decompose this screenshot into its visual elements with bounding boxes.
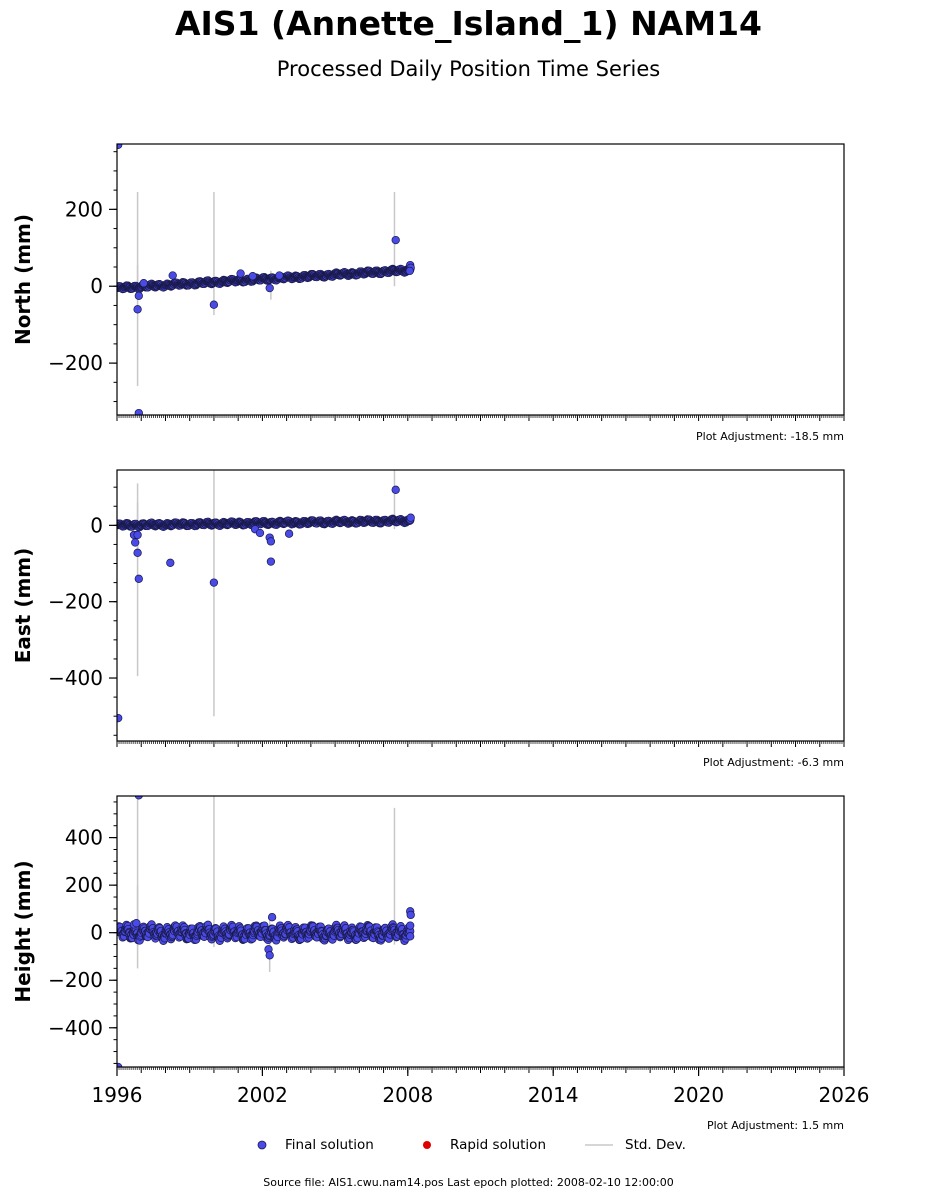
y-tick-label: 0 <box>90 513 103 537</box>
east-point <box>166 558 175 567</box>
rapid-solution-marker-icon <box>423 1141 431 1149</box>
x-tick-label: 2008 <box>382 1083 433 1107</box>
east-point <box>133 530 142 540</box>
height-point <box>267 913 277 922</box>
height-plot-adjustment: Plot Adjustment: 1.5 mm <box>707 1119 844 1132</box>
east-point <box>117 713 123 723</box>
north-point <box>236 269 245 278</box>
x-tick-label: 2002 <box>237 1083 288 1107</box>
east-point <box>406 513 415 522</box>
height-panel: 1996 2002 2008 2014 2020 2026 −400 −200 0 200 400 H… <box>11 795 870 1132</box>
east-point <box>284 529 294 538</box>
east-point <box>131 538 140 547</box>
std-dev-line-icon <box>585 1144 613 1146</box>
y-tick-label: −200 <box>48 351 103 375</box>
north-point <box>117 144 123 149</box>
x-tick-label: 1996 <box>92 1083 143 1107</box>
east-point <box>209 578 219 587</box>
final-solution-marker-icon <box>257 1140 267 1150</box>
x-tick-label: 2020 <box>673 1083 724 1107</box>
y-tick-label: −400 <box>48 1016 103 1040</box>
north-plot-area <box>117 144 415 415</box>
north-point <box>134 291 143 300</box>
height-y-axis-label: Height (mm) <box>11 860 35 1002</box>
north-point <box>134 408 143 415</box>
x-tick-label: 2026 <box>819 1083 870 1107</box>
height-plot-area <box>117 796 415 1067</box>
chart-title: AIS1 (Annette_Island_1) NAM14 <box>174 4 763 43</box>
north-point <box>391 235 400 245</box>
legend-final: Final solution <box>257 1137 374 1153</box>
height-point <box>134 796 143 800</box>
east-y-axis-label: East (mm) <box>11 548 35 664</box>
chart-subtitle: Processed Daily Position Time Series <box>276 57 661 81</box>
height-point <box>406 910 415 920</box>
source-footer: Source file: AIS1.cwu.nam14.pos Last epo… <box>263 1176 674 1189</box>
east-plot-adjustment: Plot Adjustment: -6.3 mm <box>703 756 844 769</box>
north-y-axis-label: North (mm) <box>11 214 35 345</box>
y-tick-label: −200 <box>48 590 103 614</box>
y-tick-label: −400 <box>48 666 103 690</box>
y-tick-label: 400 <box>65 826 103 850</box>
east-point <box>133 548 142 557</box>
north-panel: −200 0 200 North (mm) Plot Adjustment: -18.5… <box>11 143 845 443</box>
east-axes-frame <box>116 469 845 742</box>
east-plot-area <box>117 470 415 723</box>
legend-std-label: Std. Dev. <box>625 1137 686 1153</box>
legend-rapid-label: Rapid solution <box>450 1137 546 1153</box>
y-tick-label: −200 <box>48 968 103 992</box>
north-point <box>265 283 274 293</box>
height-point <box>406 932 415 941</box>
legend-std: Std. Dev. <box>585 1137 686 1153</box>
y-tick-label: 0 <box>90 921 103 945</box>
north-point <box>248 272 257 281</box>
east-point <box>266 557 276 566</box>
legend-rapid: Rapid solution <box>422 1137 546 1153</box>
east-point <box>255 528 265 538</box>
east-point <box>391 485 400 494</box>
north-point <box>168 271 177 280</box>
height-point <box>132 919 141 928</box>
east-point <box>134 574 143 583</box>
y-tick-label: 200 <box>65 873 103 897</box>
east-point <box>266 537 276 546</box>
x-tick-label: 2014 <box>528 1083 579 1107</box>
legend: Final solution Rapid solution Std. Dev. <box>0 1137 937 1159</box>
north-plot-adjustment: Plot Adjustment: -18.5 mm <box>696 430 844 443</box>
north-point <box>275 271 284 280</box>
north-point <box>139 279 148 288</box>
height-point <box>406 921 415 930</box>
north-point <box>133 305 142 314</box>
legend-final-label: Final solution <box>285 1137 374 1153</box>
north-point <box>209 300 219 309</box>
north-point <box>405 266 414 276</box>
y-tick-label: 0 <box>90 274 103 298</box>
y-tick-label: 200 <box>65 197 103 221</box>
height-point <box>265 951 274 960</box>
east-panel: −400 −200 0 East (mm) Plot Adjustment: -6.3 … <box>11 469 845 769</box>
